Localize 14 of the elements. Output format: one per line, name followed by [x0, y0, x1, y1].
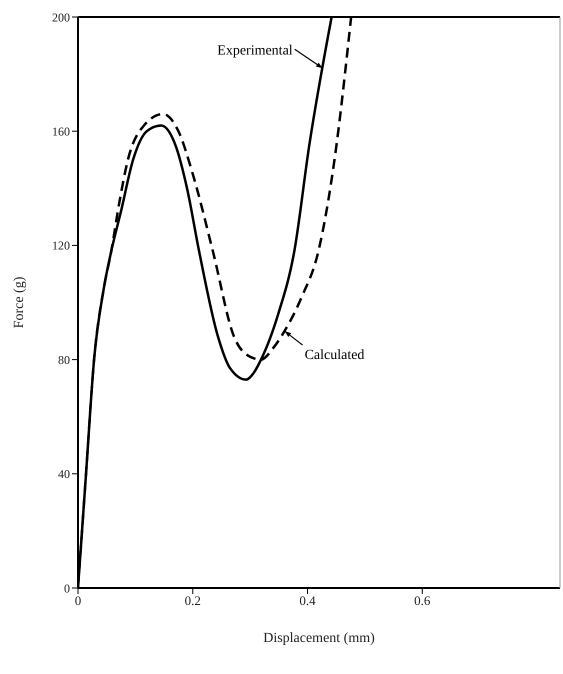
x-tick-label: 0.4 — [299, 593, 316, 608]
x-tick-label: 0.2 — [184, 593, 201, 608]
y-axis-title: Force (g) — [12, 276, 27, 328]
y-tick-label: 160 — [52, 124, 70, 138]
y-tick-label: 200 — [52, 10, 70, 24]
x-tick-label: 0 — [74, 593, 82, 608]
y-tick-label: 40 — [58, 467, 70, 482]
y-tick-label: 120 — [52, 238, 70, 253]
y-tick-label: 80 — [58, 352, 70, 367]
y-tick-label: 0 — [64, 581, 70, 596]
x-tick-label: 0.6 — [414, 593, 431, 608]
series-label: Calculated — [304, 348, 364, 364]
legend-label: Experimental — [217, 43, 293, 58]
x-axis-title: Displacement (mm) — [263, 631, 376, 646]
